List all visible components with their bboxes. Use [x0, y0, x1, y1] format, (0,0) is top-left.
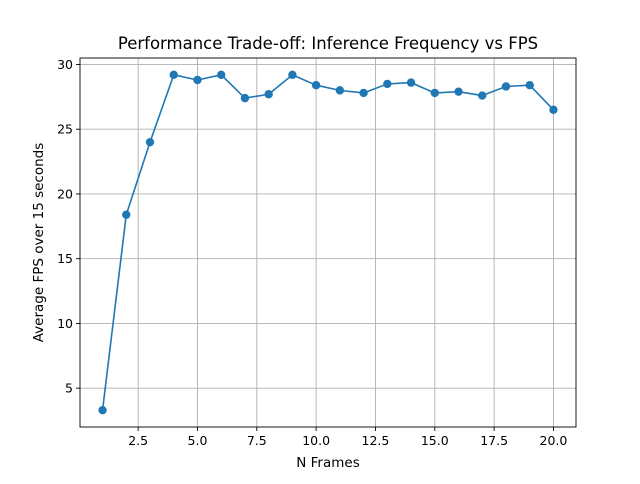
data-point [240, 93, 250, 103]
data-point [454, 87, 463, 96]
chart-title: Performance Trade-off: Inference Frequen… [118, 34, 538, 53]
y-axis-label: Average FPS over 15 seconds [31, 143, 47, 343]
data-point [335, 86, 345, 95]
y-tick-label: 25 [57, 122, 73, 137]
data-point [501, 82, 511, 91]
y-tick-label: 30 [57, 57, 73, 72]
data-point [122, 210, 131, 219]
data-point [383, 79, 392, 89]
data-series [98, 70, 558, 415]
x-tick-label: 15.0 [421, 433, 449, 448]
axis-ticks: 2.5 5.0 7.5 10.0 12.5 15.0 17.5 20.0 5 10 15 20 25 30 [57, 57, 567, 448]
y-tick-label: 20 [57, 186, 73, 201]
plot-frame [79, 57, 577, 428]
data-point [264, 90, 273, 99]
grid-lines [80, 58, 576, 427]
y-tick-label: 15 [57, 251, 73, 266]
data-point [478, 91, 487, 100]
data-point [430, 88, 439, 98]
y-tick-label: 10 [57, 316, 73, 331]
data-point [217, 70, 226, 80]
data-point [169, 70, 178, 80]
x-tick-label: 17.5 [480, 433, 508, 448]
data-point [406, 78, 416, 87]
data-point [145, 137, 155, 147]
x-axis-label: N Frames [296, 455, 360, 471]
data-point [525, 80, 534, 90]
x-tick-label: 20.0 [540, 433, 568, 448]
x-tick-label: 10.0 [302, 433, 330, 448]
data-point [288, 70, 297, 80]
data-point [311, 80, 321, 90]
data-point [193, 75, 202, 85]
x-tick-label: 7.5 [247, 433, 267, 448]
x-tick-label: 2.5 [128, 433, 148, 448]
y-tick-label: 5 [65, 381, 73, 396]
x-tick-label: 12.5 [362, 433, 390, 448]
data-point [98, 405, 107, 415]
plot-background [80, 58, 576, 427]
data-point [359, 88, 368, 98]
x-tick-label: 5.0 [188, 433, 208, 448]
data-point [549, 105, 558, 114]
